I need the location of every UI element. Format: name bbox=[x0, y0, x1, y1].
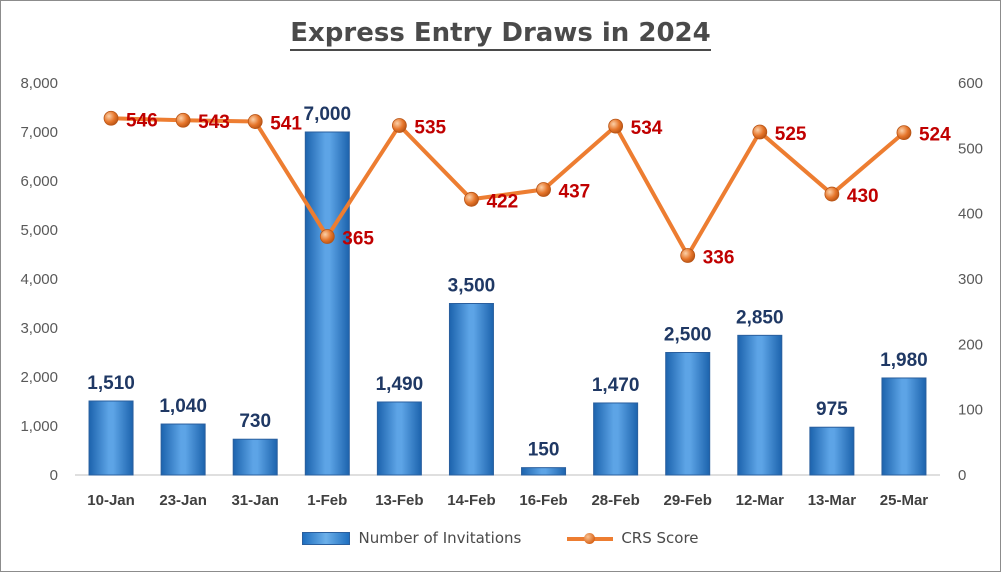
crs-data-label: 336 bbox=[703, 247, 735, 268]
legend-item-crs[interactable]: CRS Score bbox=[567, 529, 699, 547]
y-left-tick-label: 6,000 bbox=[20, 173, 58, 190]
crs-data-label: 430 bbox=[847, 186, 879, 207]
crs-point[interactable] bbox=[608, 118, 624, 134]
bar-data-label: 1,510 bbox=[87, 373, 135, 394]
x-tick-label: 23-Jan bbox=[159, 492, 207, 509]
y-left-tick-label: 3,000 bbox=[20, 320, 58, 337]
crs-data-label: 541 bbox=[270, 114, 302, 135]
crs-data-label: 524 bbox=[919, 125, 951, 146]
bar-data-label: 7,000 bbox=[304, 104, 352, 125]
crs-point[interactable] bbox=[536, 182, 551, 197]
bar[interactable] bbox=[160, 423, 206, 476]
x-tick-label: 25-Mar bbox=[880, 492, 929, 509]
bar[interactable] bbox=[304, 131, 350, 476]
x-tick-label: 1-Feb bbox=[307, 492, 347, 509]
crs-data-label: 365 bbox=[342, 229, 374, 250]
x-tick-label: 29-Feb bbox=[664, 492, 712, 509]
crs-data-label: 437 bbox=[559, 181, 591, 202]
y-right-tick-label: 0 bbox=[958, 467, 966, 484]
bar-data-label: 1,490 bbox=[376, 374, 424, 395]
crs-point[interactable] bbox=[391, 118, 407, 133]
crs-data-label: 422 bbox=[486, 191, 518, 212]
legend-label-crs: CRS Score bbox=[621, 529, 699, 547]
bar[interactable] bbox=[448, 303, 494, 476]
crs-point[interactable] bbox=[824, 186, 840, 202]
bar[interactable] bbox=[737, 334, 783, 476]
legend-line-swatch bbox=[567, 532, 614, 544]
x-tick-label: 13-Mar bbox=[808, 492, 857, 509]
bar-data-label: 1,040 bbox=[159, 396, 207, 417]
y-left-tick-label: 2,000 bbox=[20, 369, 58, 386]
bar[interactable] bbox=[88, 400, 134, 476]
crs-data-label: 535 bbox=[414, 117, 446, 138]
bar[interactable] bbox=[809, 426, 855, 476]
bar[interactable] bbox=[376, 401, 422, 476]
x-tick-label: 12-Mar bbox=[736, 492, 785, 509]
x-tick-label: 14-Feb bbox=[447, 492, 495, 509]
bar[interactable] bbox=[665, 352, 711, 476]
chart-title-text: Express Entry Draws in 2024 bbox=[290, 18, 711, 51]
y-left-tick-label: 5,000 bbox=[20, 222, 58, 239]
bar-data-label: 1,980 bbox=[880, 350, 928, 371]
y-right-tick-label: 400 bbox=[958, 206, 983, 223]
x-tick-label: 13-Feb bbox=[375, 492, 423, 509]
bar[interactable] bbox=[232, 438, 278, 476]
crs-point[interactable] bbox=[896, 125, 912, 141]
y-left-tick-label: 8,000 bbox=[20, 75, 58, 92]
bar-data-label: 975 bbox=[816, 399, 848, 420]
y-right-tick-label: 500 bbox=[958, 140, 983, 157]
y-right-tick-label: 200 bbox=[958, 336, 983, 353]
bar-data-label: 150 bbox=[528, 440, 560, 461]
bar[interactable] bbox=[521, 467, 567, 476]
bar-data-label: 730 bbox=[239, 411, 271, 432]
chart-title: Express Entry Draws in 2024 bbox=[0, 18, 1001, 51]
y-left-tick-label: 7,000 bbox=[20, 124, 58, 141]
bar-data-label: 1,470 bbox=[592, 375, 640, 396]
legend-bar-swatch bbox=[302, 531, 351, 545]
x-tick-label: 28-Feb bbox=[591, 492, 639, 509]
y-left-tick-label: 0 bbox=[50, 467, 58, 484]
x-tick-label: 16-Feb bbox=[519, 492, 567, 509]
crs-point[interactable] bbox=[680, 248, 696, 263]
bar-data-label: 3,500 bbox=[448, 276, 496, 297]
crs-data-label: 543 bbox=[198, 112, 230, 133]
crs-point[interactable] bbox=[103, 110, 119, 126]
legend-item-invitations[interactable]: Number of Invitations bbox=[302, 529, 521, 547]
legend-label-invitations: Number of Invitations bbox=[358, 529, 522, 547]
bar[interactable] bbox=[593, 402, 639, 476]
y-right-tick-label: 300 bbox=[958, 271, 983, 288]
bar-data-label: 2,850 bbox=[736, 307, 784, 328]
bar-data-label: 2,500 bbox=[664, 325, 712, 346]
crs-point[interactable] bbox=[752, 124, 768, 140]
crs-data-label: 525 bbox=[775, 124, 807, 145]
crs-point[interactable] bbox=[319, 229, 335, 244]
crs-point[interactable] bbox=[464, 191, 479, 207]
x-tick-label: 10-Jan bbox=[87, 492, 135, 509]
y-left-tick-label: 4,000 bbox=[20, 271, 58, 288]
x-tick-label: 31-Jan bbox=[231, 492, 279, 509]
crs-data-label: 546 bbox=[126, 110, 158, 131]
y-right-tick-label: 600 bbox=[958, 75, 983, 92]
bar[interactable] bbox=[881, 377, 927, 476]
crs-score-line bbox=[110, 116, 906, 258]
y-right-tick-label: 100 bbox=[958, 402, 983, 419]
crs-data-label: 534 bbox=[631, 118, 663, 139]
chart-legend: Number of Invitations CRS Score bbox=[0, 529, 1001, 547]
crs-point[interactable] bbox=[175, 112, 191, 128]
y-left-tick-label: 1,000 bbox=[20, 418, 58, 435]
crs-point[interactable] bbox=[247, 114, 263, 129]
